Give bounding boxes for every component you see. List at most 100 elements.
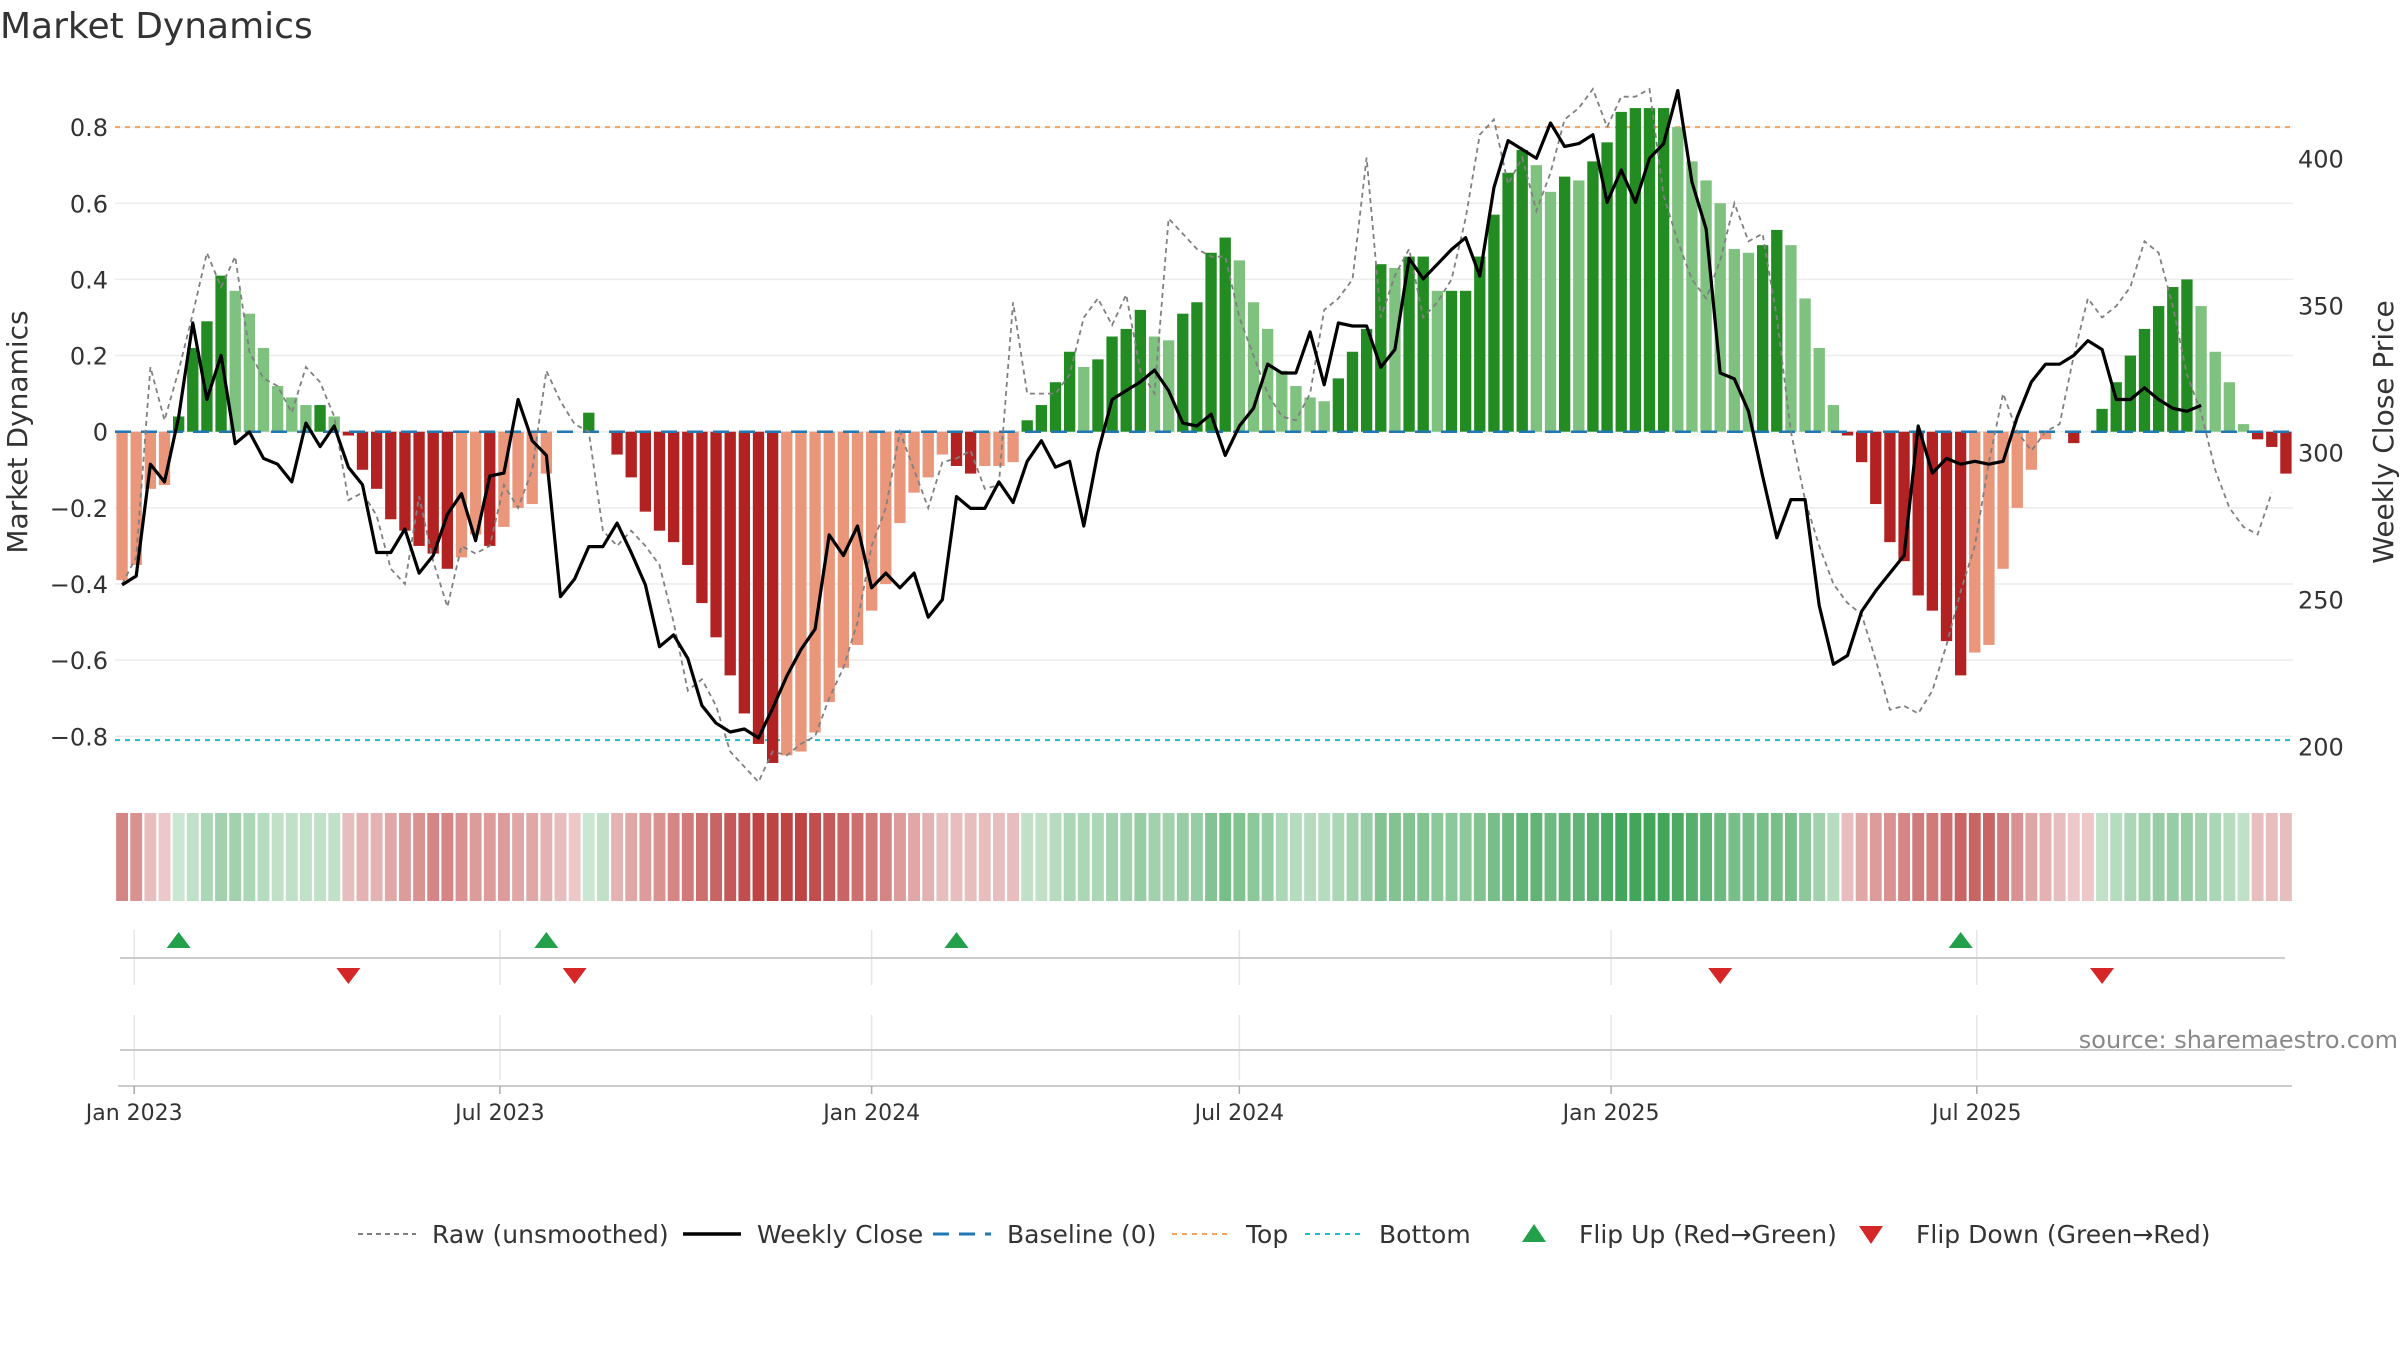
regime-strip-cell: [172, 813, 185, 901]
regime-strip-cell: [229, 813, 242, 901]
regime-strip-cell: [1629, 813, 1642, 901]
regime-strip-cell: [1261, 813, 1274, 901]
regime-strip-cell: [1007, 813, 1020, 901]
regime-strip-cell: [1190, 813, 1203, 901]
dynamics-bar: [1983, 431, 1995, 645]
regime-strip-cell: [724, 813, 737, 901]
dynamics-bar: [370, 431, 383, 489]
dynamics-bar: [1276, 370, 1288, 432]
regime-strip-cell: [455, 813, 468, 901]
dynamics-bar: [1332, 378, 1345, 432]
dynamics-bar: [1488, 214, 1500, 432]
dynamics-bar: [300, 405, 312, 432]
regime-strip-cell: [2011, 813, 2024, 901]
regime-strip-cell: [130, 813, 143, 901]
regime-strip-cell: [398, 813, 411, 901]
dynamics-bar: [1516, 149, 1528, 432]
regime-strip-cell: [285, 813, 298, 901]
x-tick-label: Jul 2024: [1193, 1101, 1285, 1126]
dynamics-bar: [498, 431, 510, 527]
dynamics-bar: [1106, 336, 1118, 432]
dynamics-bar: [1162, 340, 1175, 432]
dynamics-bar: [1290, 386, 1302, 432]
dynamics-bar: [1035, 405, 1048, 432]
dynamics-bar: [1926, 431, 1939, 611]
dynamics-bar: [1587, 161, 1599, 432]
regime-strip-cell: [681, 813, 694, 901]
weekly-close-line: [121, 88, 2202, 740]
regime-strip-cell: [1742, 813, 1755, 901]
dynamics-bar: [484, 431, 496, 546]
regime-strip-cell: [1572, 813, 1585, 901]
regime-strip-cell: [992, 813, 1005, 901]
dynamics-bar: [2025, 431, 2038, 470]
regime-strip-cell: [1219, 813, 1232, 901]
regime-strip-cell: [2053, 813, 2066, 901]
regime-strip-cell: [2237, 813, 2250, 901]
dynamics-bar: [130, 431, 142, 565]
dynamics-bar: [1997, 431, 2009, 569]
regime-strip-cell: [1077, 813, 1090, 901]
dynamics-bar: [1558, 176, 1571, 432]
dynamics-bar: [1431, 290, 1444, 432]
regime-strip-cell: [1530, 813, 1543, 901]
regime-strip-cell: [2209, 813, 2222, 901]
dynamics-bar: [894, 431, 906, 524]
dynamics-bar: [512, 431, 524, 508]
dynamics-bar: [1954, 431, 1967, 676]
y-axis-label: Market Dynamics: [1, 310, 34, 553]
dynamics-bar: [2209, 351, 2221, 432]
regime-strip-cell: [1940, 813, 1953, 901]
regime-strip-cell: [1841, 813, 1854, 901]
dynamics-bar: [611, 431, 623, 455]
dynamics-bar: [385, 431, 397, 520]
regime-strip-cell: [568, 813, 581, 901]
dynamics-bar: [625, 431, 637, 478]
dynamics-bar: [639, 431, 652, 512]
regime-strip-cell: [625, 813, 638, 901]
regime-strip-cell: [427, 813, 440, 901]
dynamics-bar: [1417, 256, 1429, 432]
dynamics-bar: [2039, 431, 2052, 440]
flip-down-marker: [2090, 968, 2115, 984]
dynamics-bar: [2138, 328, 2151, 432]
legend-label: Top: [1245, 1220, 1288, 1249]
regime-strip-cell: [695, 813, 708, 901]
panel-gridlines: [118, 930, 2292, 1087]
y-tick-label: −0.2: [50, 495, 108, 523]
regime-strip-cell: [497, 813, 510, 901]
dynamics-bar: [795, 431, 807, 752]
regime-strip-cell: [1968, 813, 1981, 901]
regime-strip-cell: [1558, 813, 1571, 901]
regime-strip-cell: [893, 813, 906, 901]
dynamics-bar: [2251, 431, 2264, 440]
dynamics-bar: [1078, 366, 1090, 432]
regime-strip-cell: [540, 813, 553, 901]
legend-swatch-flip-up: [1522, 1224, 1546, 1242]
dynamics-bar: [1219, 237, 1231, 432]
x-tick-label: Jan 2023: [84, 1101, 183, 1126]
dynamics-bar: [1813, 347, 1825, 432]
dynamics-bar: [979, 431, 991, 466]
regime-strip-cell: [554, 813, 567, 901]
regime-strip-cell: [1898, 813, 1911, 901]
dynamics-bar: [993, 431, 1005, 466]
legend-swatch-flip-down: [1859, 1226, 1883, 1244]
dynamics-bar: [950, 431, 963, 466]
y2-tick-label: 200: [2298, 734, 2344, 762]
regime-strip-cell: [908, 813, 921, 901]
dynamics-bar: [1629, 108, 1642, 432]
regime-strip-cell: [2025, 813, 2038, 901]
flip-down-marker: [1708, 968, 1733, 984]
regime-strip-cell: [526, 813, 539, 901]
y2-tick-label: 300: [2298, 439, 2344, 467]
regime-strip-cell: [271, 813, 284, 901]
dynamics-bar: [2237, 424, 2250, 432]
regime-strip-cell: [158, 813, 171, 901]
regime-strip-cell: [215, 813, 228, 901]
regime-strip-cell: [1289, 813, 1302, 901]
dynamics-bar: [752, 431, 765, 744]
dynamics-bar: [399, 431, 411, 531]
dynamics-bar: [2195, 306, 2207, 432]
dynamics-bar: [1459, 290, 1472, 432]
